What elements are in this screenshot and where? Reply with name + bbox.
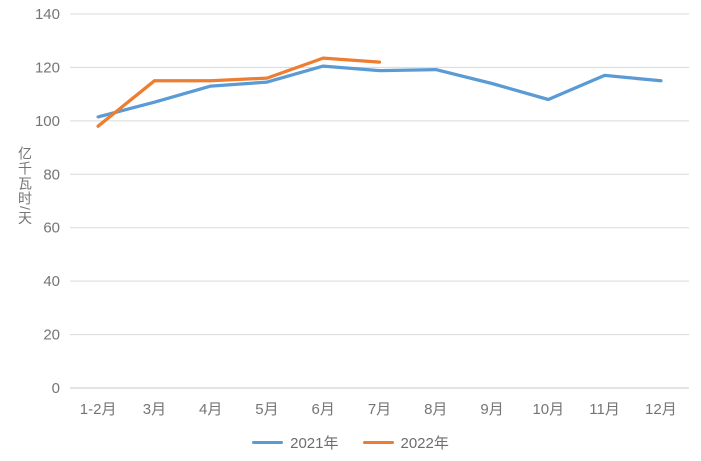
legend-item-2022: 2022年 bbox=[362, 432, 449, 453]
x-tick-label: 11月 bbox=[589, 401, 620, 418]
y-tick-label: 120 bbox=[35, 59, 60, 76]
x-tick-label: 6月 bbox=[312, 401, 335, 418]
y-tick-label: 40 bbox=[43, 273, 60, 290]
x-tick-label: 9月 bbox=[480, 401, 503, 418]
chart-svg: 0 20 40 60 80 100 120 140 1-2月 3月 4月 5月 6月 7月 8月 9月 10月 1… bbox=[35, 6, 689, 418]
x-tick-label: 8月 bbox=[424, 401, 447, 418]
y-tick-label: 100 bbox=[35, 113, 60, 130]
legend-label-2022: 2022年 bbox=[400, 434, 449, 452]
series-line-2021年 bbox=[96, 64, 663, 119]
x-tick-label: 3月 bbox=[143, 401, 166, 418]
legend-label-2021: 2021年 bbox=[290, 434, 339, 452]
y-tick-label: 20 bbox=[43, 327, 60, 344]
y-tick-label: 0 bbox=[52, 380, 60, 397]
x-tick-label: 12月 bbox=[645, 401, 677, 418]
y-tick-label: 140 bbox=[35, 6, 60, 23]
series-line-2022年 bbox=[96, 56, 382, 128]
x-tick-label: 7月 bbox=[368, 401, 391, 418]
y-tick-label: 80 bbox=[43, 166, 60, 183]
x-tick-label: 5月 bbox=[255, 401, 278, 418]
legend-swatch-2021 bbox=[252, 440, 284, 444]
x-tick-label: 10月 bbox=[532, 401, 564, 418]
y-tick-label: 60 bbox=[43, 220, 60, 237]
legend-swatch-2022 bbox=[362, 440, 394, 444]
legend: 2021年 2022年 bbox=[0, 432, 701, 453]
x-tick-label: 1-2月 bbox=[80, 401, 117, 418]
x-tick-label: 4月 bbox=[199, 401, 222, 418]
y-axis-title: 亿千瓦时/天 bbox=[17, 146, 33, 226]
legend-item-2021: 2021年 bbox=[252, 432, 339, 453]
